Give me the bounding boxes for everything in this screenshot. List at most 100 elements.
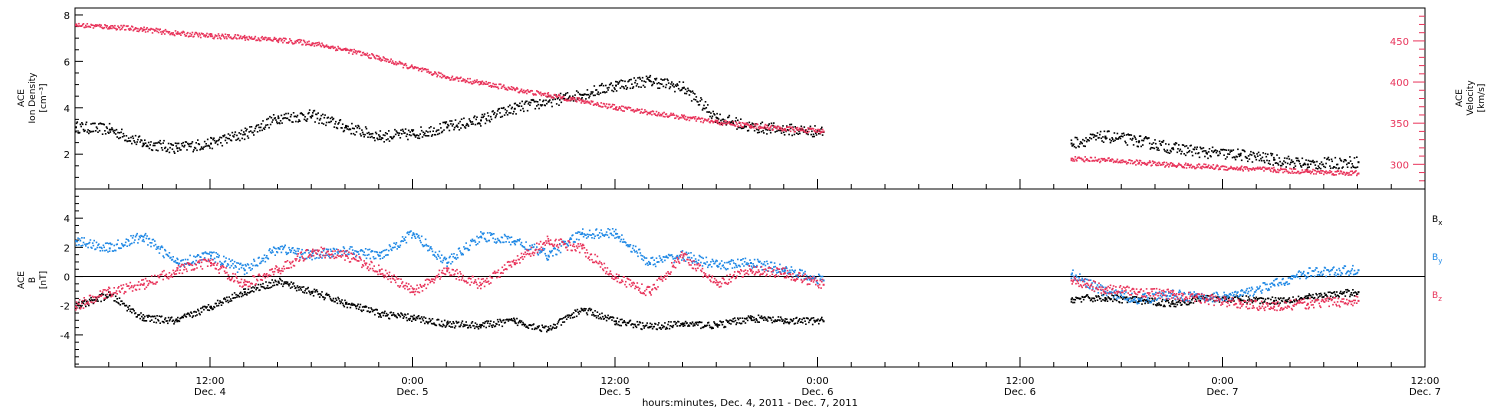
velocity-point: [1211, 166, 1213, 168]
velocity-point: [1289, 167, 1291, 170]
density-point: [312, 110, 315, 112]
by-point: [232, 263, 234, 265]
bx-point: [240, 295, 243, 298]
bx-point: [247, 288, 250, 291]
by-point: [126, 245, 128, 247]
density-point: [1166, 149, 1169, 151]
by-point: [570, 238, 573, 240]
velocity-point: [589, 103, 592, 105]
density-point: [1100, 137, 1103, 140]
density-anchor-point: [378, 135, 381, 138]
velocity-point: [718, 122, 721, 125]
density-point: [526, 109, 529, 112]
velocity-point: [1122, 159, 1124, 161]
velocity-point: [753, 126, 755, 129]
velocity-point: [573, 97, 576, 100]
density-point: [1178, 150, 1181, 152]
bx-point: [448, 325, 451, 327]
bx-point: [639, 321, 642, 324]
by-point: [287, 252, 290, 254]
bx-point: [455, 320, 458, 323]
density-point: [1194, 152, 1197, 155]
velocity-point: [313, 45, 316, 47]
velocity-point: [149, 29, 151, 31]
velocity-point: [279, 37, 282, 40]
density-point: [1333, 166, 1336, 168]
density-point: [766, 129, 769, 131]
density-point: [540, 105, 543, 107]
bx-point: [141, 315, 143, 318]
bx-point: [250, 287, 253, 289]
velocity-point: [579, 98, 582, 101]
bx-point: [296, 285, 299, 287]
velocity-point: [189, 32, 191, 35]
bx-point: [617, 323, 619, 326]
by-point: [150, 242, 153, 244]
velocity-point: [318, 41, 320, 44]
bx-anchor-point: [581, 308, 584, 311]
by-point: [219, 260, 221, 263]
bx-point: [200, 311, 203, 313]
velocity-point: [1171, 165, 1173, 167]
density-point: [509, 104, 511, 107]
velocity-point: [173, 34, 176, 37]
density-point: [498, 107, 500, 110]
density-point: [108, 122, 111, 125]
bx-point: [1152, 303, 1155, 306]
bx-point: [88, 298, 91, 301]
velocity-point: [600, 102, 602, 104]
density-point: [1121, 132, 1123, 135]
velocity-point: [1158, 161, 1160, 164]
by-point: [160, 245, 163, 247]
density-point: [786, 125, 788, 127]
velocity-point: [236, 38, 238, 40]
density-point: [411, 130, 414, 133]
by-point: [536, 246, 538, 248]
by-point: [76, 240, 79, 243]
by-point: [373, 257, 375, 260]
bx-point: [159, 322, 161, 324]
velocity-point: [114, 24, 116, 27]
velocity-point: [101, 26, 103, 29]
density-point: [483, 115, 485, 117]
density-point: [1158, 140, 1161, 142]
velocity-point: [100, 24, 102, 26]
bx-point: [144, 315, 146, 318]
density-point: [1237, 153, 1240, 156]
density-point: [635, 85, 638, 87]
bx-point: [1254, 298, 1257, 300]
velocity-point: [499, 83, 502, 86]
velocity-point: [434, 71, 437, 74]
density-point: [536, 105, 538, 107]
by-point: [368, 253, 370, 256]
density-point: [115, 128, 118, 131]
velocity-point: [389, 60, 392, 62]
density-anchor-point: [345, 126, 347, 129]
bx-point: [321, 291, 323, 293]
density-point: [588, 96, 590, 99]
velocity-point: [646, 113, 648, 116]
bx-point: [623, 320, 625, 322]
by-point: [223, 261, 226, 263]
velocity-point: [1218, 167, 1221, 169]
density-point: [331, 116, 333, 119]
velocity-point: [691, 117, 694, 120]
velocity-point: [1161, 162, 1164, 164]
by-point: [354, 250, 356, 252]
bx-point: [266, 287, 268, 289]
density-point: [1181, 150, 1183, 153]
bx-point: [189, 315, 191, 317]
velocity-point: [1184, 162, 1187, 165]
bx-point: [532, 323, 535, 325]
velocity-point: [283, 40, 286, 42]
bx-point: [696, 321, 698, 324]
by-point: [148, 237, 151, 240]
bx-point: [97, 300, 99, 302]
density-point: [218, 138, 220, 141]
bx-point: [324, 297, 326, 299]
bx-point: [1171, 301, 1173, 303]
velocity-point: [640, 111, 642, 113]
velocity-point: [277, 41, 280, 44]
density-point: [453, 126, 456, 129]
density-point: [430, 126, 432, 128]
